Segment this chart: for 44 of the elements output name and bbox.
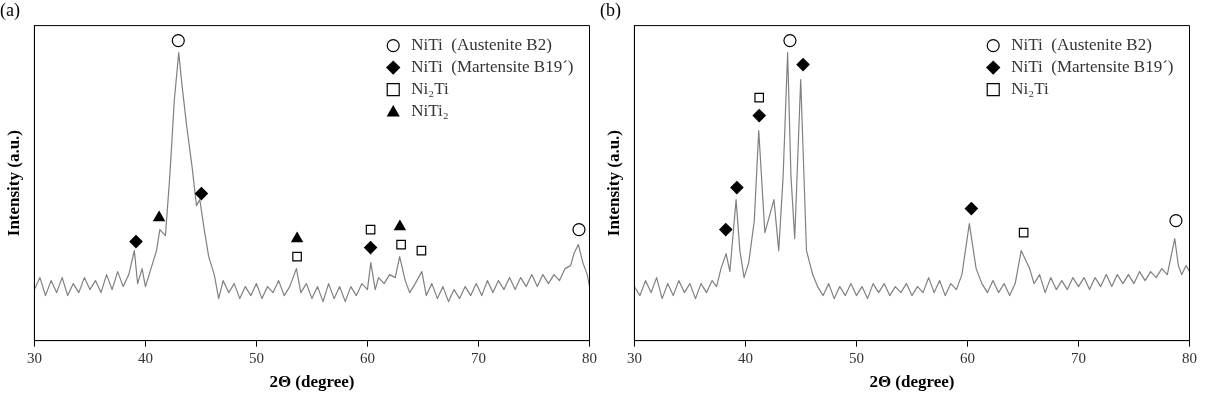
legend-label: NiTi (Martensite B19´)	[1011, 57, 1174, 77]
point	[752, 109, 766, 123]
x-tick-label: 50	[848, 349, 864, 366]
point	[396, 239, 406, 250]
legend-label: NiTi₂	[411, 101, 449, 121]
point	[129, 235, 143, 249]
legend-label: Ni₂Ti	[1011, 79, 1049, 99]
point	[796, 58, 810, 72]
point	[292, 251, 302, 262]
point	[783, 34, 797, 48]
x-tick-label: 80	[582, 349, 597, 366]
point	[291, 232, 303, 243]
x-tick-label: 70	[470, 349, 486, 366]
x-tick-label: 30	[26, 349, 42, 366]
chart-title: (a)	[0, 0, 20, 21]
point	[1169, 214, 1183, 228]
legend-label: NiTi (Austenite B2)	[411, 35, 552, 55]
legend-label: Ni₂Ti	[411, 79, 449, 99]
x-tick-label: 60	[959, 349, 975, 366]
x-tick-label: 50	[248, 349, 264, 366]
legend-label: NiTi (Martensite B19´)	[411, 57, 574, 77]
y-axis-title: Intensity (a.u.)	[3, 129, 23, 237]
point	[1018, 227, 1029, 238]
point	[194, 187, 208, 201]
x-tick-label: 40	[737, 349, 753, 366]
x-tick-label: 30	[626, 349, 642, 366]
point	[171, 34, 185, 48]
x-axis-title: 2Θ (degree)	[269, 372, 355, 392]
x-axis-title: 2Θ (degree)	[869, 372, 955, 392]
point	[153, 211, 165, 222]
x-tick-label: 40	[137, 349, 153, 366]
point	[394, 220, 406, 231]
point	[730, 181, 744, 195]
point	[754, 92, 765, 103]
point	[964, 202, 978, 216]
point	[572, 223, 586, 237]
x-tick-label: 60	[359, 349, 375, 366]
x-tick-label: 80	[1182, 349, 1197, 366]
point	[719, 223, 733, 237]
point	[363, 241, 378, 255]
y-axis-title: Intensity (a.u.)	[603, 129, 623, 237]
chart-title: (b)	[600, 0, 621, 21]
x-tick-label: 70	[1070, 349, 1086, 366]
legend-label: NiTi (Austenite B2)	[1011, 35, 1152, 55]
